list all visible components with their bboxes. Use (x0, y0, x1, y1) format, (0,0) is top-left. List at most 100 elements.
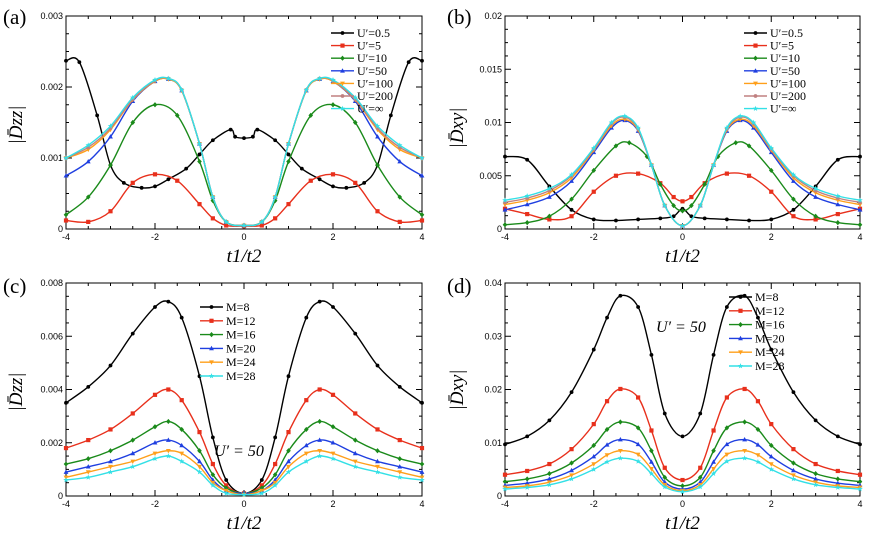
legend-swatch-marker (340, 43, 345, 48)
data-point (835, 193, 841, 199)
data-point (259, 478, 264, 482)
series-line (504, 388, 861, 481)
data-point (286, 374, 291, 379)
y-tick-label: 0.002 (40, 438, 63, 448)
data-point (525, 468, 530, 474)
series-line (504, 294, 861, 446)
data-point (662, 465, 667, 470)
data-point (835, 157, 840, 162)
legend-entry: U′=200 (770, 89, 806, 103)
data-point (617, 436, 623, 442)
data-point (286, 158, 291, 165)
legend-swatch-marker (339, 105, 346, 111)
data-point (165, 453, 172, 459)
data-point (636, 171, 641, 176)
data-point (396, 142, 403, 148)
data-point (272, 472, 278, 478)
data-point (591, 347, 596, 352)
data-point (813, 213, 818, 219)
data-point (63, 445, 69, 451)
x-tick-label: -4 (62, 499, 70, 509)
data-point (813, 217, 818, 222)
data-point (210, 472, 216, 478)
data-point (608, 119, 615, 125)
data-point (165, 448, 171, 454)
data-point (153, 184, 157, 189)
data-point (546, 194, 552, 199)
data-point (724, 124, 730, 131)
legend-swatch-marker (209, 305, 214, 309)
data-point (590, 466, 597, 472)
data-point (636, 395, 641, 400)
x-axis-label: t1/t2 (227, 513, 262, 534)
data-point (330, 451, 336, 456)
data-point (617, 448, 623, 454)
data-point (812, 481, 819, 488)
data-point (569, 467, 574, 473)
y-tick-label: 0.03 (484, 331, 502, 341)
data-point (857, 486, 863, 492)
data-point (649, 459, 654, 464)
data-point (224, 223, 229, 228)
data-point (286, 152, 291, 157)
y-tick-label: 0 (497, 224, 502, 234)
data-point (502, 207, 508, 212)
data-point (285, 140, 292, 147)
y-tick-label: 0.01 (484, 118, 502, 128)
data-point (286, 430, 291, 435)
data-point (635, 452, 641, 458)
data-point (178, 458, 185, 464)
data-point (742, 386, 747, 392)
x-axis-label: t1/t2 (227, 246, 262, 267)
panel-b: -4 -2 0 2 4 0 0.005 0.01 0.015 0.02 (b) t1/t2 |D̄xy|… (447, 5, 863, 267)
data-point (375, 448, 380, 454)
data-point (697, 474, 703, 480)
data-point (331, 184, 335, 189)
data-point (397, 464, 403, 469)
data-point (835, 468, 840, 474)
data-point (86, 437, 91, 443)
data-point (223, 490, 229, 496)
data-point (813, 476, 819, 481)
data-point (680, 434, 685, 439)
data-point (308, 112, 314, 118)
data-point (524, 201, 530, 207)
data-point (791, 460, 796, 466)
data-point (63, 155, 69, 161)
data-point (857, 472, 863, 477)
legend-entry: U′=∞ (357, 102, 384, 116)
series-6 (502, 455, 863, 495)
data-point (715, 153, 721, 160)
data-point (419, 469, 425, 474)
legend-entry: U′=5 (357, 39, 381, 53)
data-point (152, 440, 158, 445)
x-tick-label: 2 (330, 232, 335, 242)
data-point (63, 173, 69, 178)
legend-swatch-marker (340, 31, 345, 35)
data-point (791, 207, 796, 212)
legend-swatch-marker (752, 105, 759, 111)
x-tick-label: -2 (590, 232, 598, 242)
data-point (286, 458, 291, 464)
data-point (569, 460, 574, 466)
data-point (179, 426, 184, 433)
x-tick-label: -4 (501, 499, 509, 509)
data-point (671, 194, 676, 200)
data-point (724, 305, 729, 309)
data-point (525, 157, 530, 162)
data-point (63, 461, 69, 467)
data-point (768, 167, 774, 174)
legend-entry: M=8 (226, 300, 249, 314)
data-point (259, 490, 265, 496)
data-point (63, 218, 69, 223)
legend-entry: M=16 (755, 318, 784, 332)
data-point (224, 483, 229, 488)
x-tick-label: 4 (857, 499, 862, 509)
legend-entry: M=24 (226, 355, 255, 369)
data-point (353, 411, 358, 416)
data-point (755, 442, 761, 447)
data-point (724, 217, 729, 222)
legend-entry: U′=100 (770, 76, 806, 90)
y-tick-label: 0.02 (484, 385, 502, 395)
